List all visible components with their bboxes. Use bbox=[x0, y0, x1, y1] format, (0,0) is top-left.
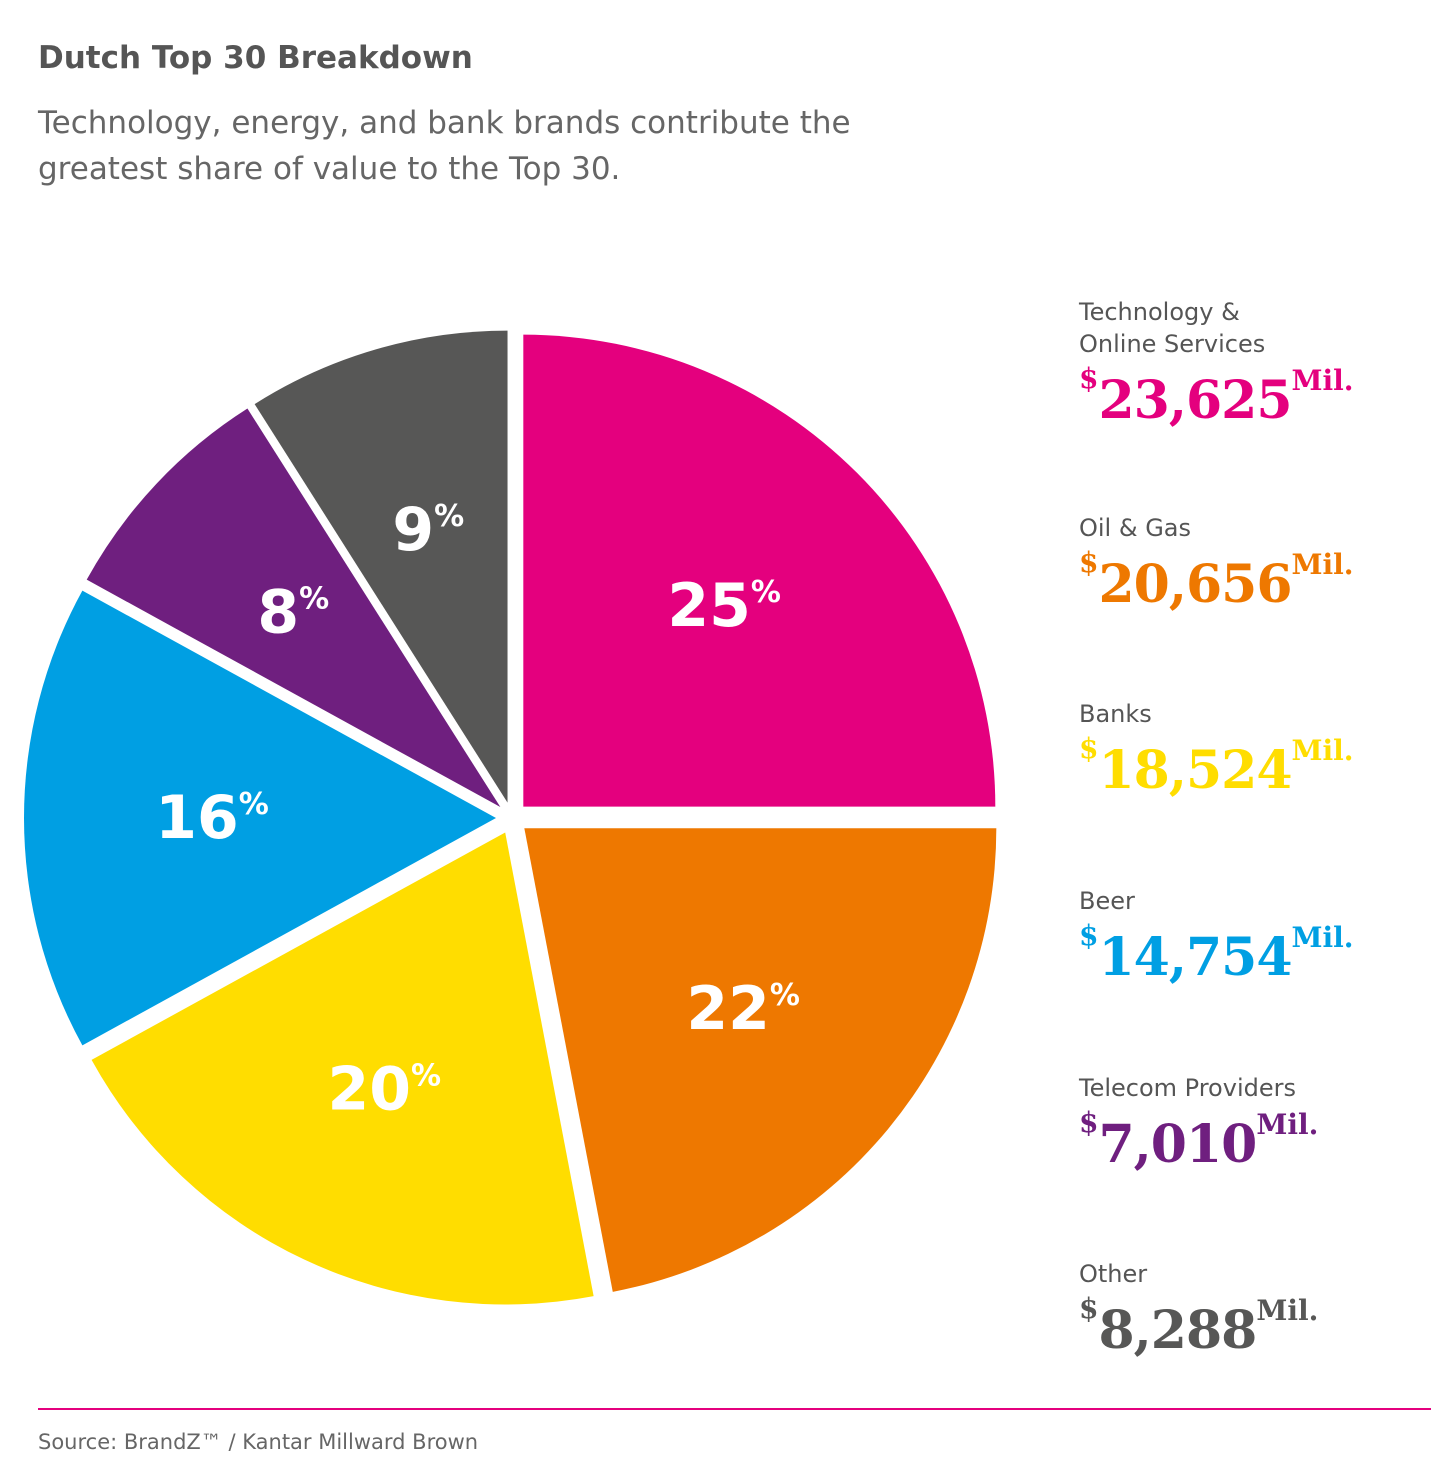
legend-label: Other bbox=[1079, 1260, 1148, 1288]
source-note: Source: BrandZ™ / Kantar Millward Brown bbox=[38, 1430, 479, 1454]
brand-value: 8,288 bbox=[1098, 1300, 1257, 1361]
pie-slice-0 bbox=[523, 334, 996, 807]
currency-symbol: $ bbox=[1079, 1106, 1099, 1139]
slice-label-3: 16% bbox=[155, 783, 269, 853]
slice-label-4: 8% bbox=[257, 578, 329, 648]
brand-value: 23,625 bbox=[1098, 370, 1292, 431]
value-unit: Mil. bbox=[1256, 1294, 1319, 1327]
brand-value: 18,524 bbox=[1098, 740, 1292, 801]
legend-label: Technology & Online Services bbox=[1079, 298, 1266, 358]
brand-value: 7,010 bbox=[1098, 1114, 1257, 1175]
currency-symbol: $ bbox=[1079, 1292, 1099, 1325]
legend-label: Beer bbox=[1079, 887, 1135, 915]
legend-value: $8,288Mil. bbox=[1079, 1292, 1431, 1361]
currency-symbol: $ bbox=[1079, 546, 1099, 579]
legend-label: Oil & Gas bbox=[1079, 514, 1192, 542]
value-unit: Mil. bbox=[1256, 1108, 1319, 1141]
slice-label-0: 25% bbox=[667, 571, 781, 641]
legend-label: Telecom Providers bbox=[1079, 1074, 1296, 1102]
legend-item-2: Banks $18,524Mil. bbox=[1079, 698, 1431, 801]
slice-label-1: 22% bbox=[686, 974, 800, 1044]
pie-slice-5 bbox=[254, 330, 508, 803]
footer-divider bbox=[38, 1408, 1431, 1410]
value-unit: Mil. bbox=[1291, 364, 1354, 397]
pie-slice-1 bbox=[524, 828, 997, 1292]
pie-chart: 25% 22% 20% 16% 8% 9% bbox=[23, 330, 997, 1305]
legend-label: Banks bbox=[1079, 700, 1152, 728]
chart-subtitle: Technology, energy, and bank brands cont… bbox=[38, 105, 851, 187]
chart-title: Dutch Top 30 Breakdown bbox=[38, 40, 473, 76]
currency-symbol: $ bbox=[1079, 732, 1099, 765]
brand-value: 20,656 bbox=[1098, 554, 1292, 615]
legend-item-5: Other $8,288Mil. bbox=[1079, 1258, 1431, 1361]
value-unit: Mil. bbox=[1291, 921, 1354, 954]
legend-item-0: Technology & Online Services $23,625Mil. bbox=[1079, 296, 1431, 431]
legend-item-3: Beer $14,754Mil. bbox=[1079, 885, 1431, 988]
pie-slice-4 bbox=[86, 408, 501, 808]
pie-slice-3 bbox=[23, 590, 496, 1046]
value-unit: Mil. bbox=[1291, 548, 1354, 581]
slice-label-2: 20% bbox=[327, 1054, 441, 1124]
brand-value: 14,754 bbox=[1098, 927, 1292, 988]
legend-value: $23,625Mil. bbox=[1079, 362, 1431, 431]
value-unit: Mil. bbox=[1291, 734, 1354, 767]
legend-value: $18,524Mil. bbox=[1079, 732, 1431, 801]
currency-symbol: $ bbox=[1079, 362, 1099, 395]
legend-item-1: Oil & Gas $20,656Mil. bbox=[1079, 512, 1431, 615]
legend-value: $7,010Mil. bbox=[1079, 1106, 1431, 1175]
pie-slice-2 bbox=[91, 832, 594, 1305]
currency-symbol: $ bbox=[1079, 919, 1099, 952]
slice-label-5: 9% bbox=[392, 495, 464, 565]
legend-item-4: Telecom Providers $7,010Mil. bbox=[1079, 1072, 1431, 1175]
legend-value: $14,754Mil. bbox=[1079, 919, 1431, 988]
legend-value: $20,656Mil. bbox=[1079, 546, 1431, 615]
